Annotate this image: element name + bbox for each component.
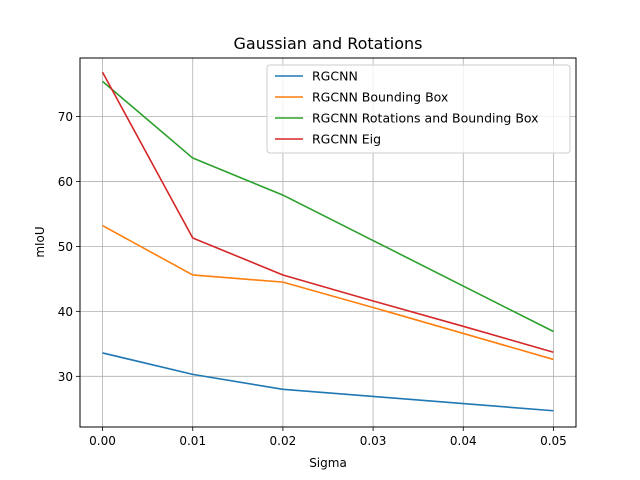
x-tick-label: 0.02 bbox=[270, 434, 297, 448]
chart-title: Gaussian and Rotations bbox=[234, 34, 423, 53]
series-line-4 bbox=[101, 71, 554, 354]
series-line-2 bbox=[102, 224, 554, 361]
y-tick-label: 60 bbox=[58, 175, 73, 189]
x-tick-label: 0.01 bbox=[179, 434, 206, 448]
y-axis-label: mIoU bbox=[33, 226, 47, 257]
plot-frame bbox=[79, 57, 577, 428]
legend-label: RGCNN Rotations and Bounding Box bbox=[312, 111, 539, 126]
legend-label: RGCNN Bounding Box bbox=[312, 90, 448, 105]
y-tick-label: 30 bbox=[58, 370, 73, 384]
x-tick-label: 0.03 bbox=[360, 434, 387, 448]
y-tick-label: 40 bbox=[58, 305, 73, 319]
legend-box bbox=[266, 64, 571, 154]
legend: RGCNN RGCNN Bounding Box RGCNN Rotations a… bbox=[266, 64, 571, 154]
series-line-1 bbox=[102, 352, 554, 412]
x-tick-label: 0.05 bbox=[540, 434, 567, 448]
x-axis-label: Sigma bbox=[309, 456, 347, 470]
y-tick-label: 70 bbox=[58, 110, 73, 124]
legend-label: RGCNN bbox=[312, 69, 358, 84]
series-line-3 bbox=[102, 80, 554, 333]
legend-label: RGCNN Eig bbox=[312, 132, 381, 147]
axis-ticks: 0.00 0.01 0.02 0.03 0.04 0.05 30 40 50 60 70 bbox=[58, 110, 567, 448]
series-lines bbox=[101, 71, 554, 412]
x-tick-label: 0.00 bbox=[89, 434, 116, 448]
x-tick-label: 0.04 bbox=[450, 434, 477, 448]
y-tick-label: 50 bbox=[58, 240, 73, 254]
